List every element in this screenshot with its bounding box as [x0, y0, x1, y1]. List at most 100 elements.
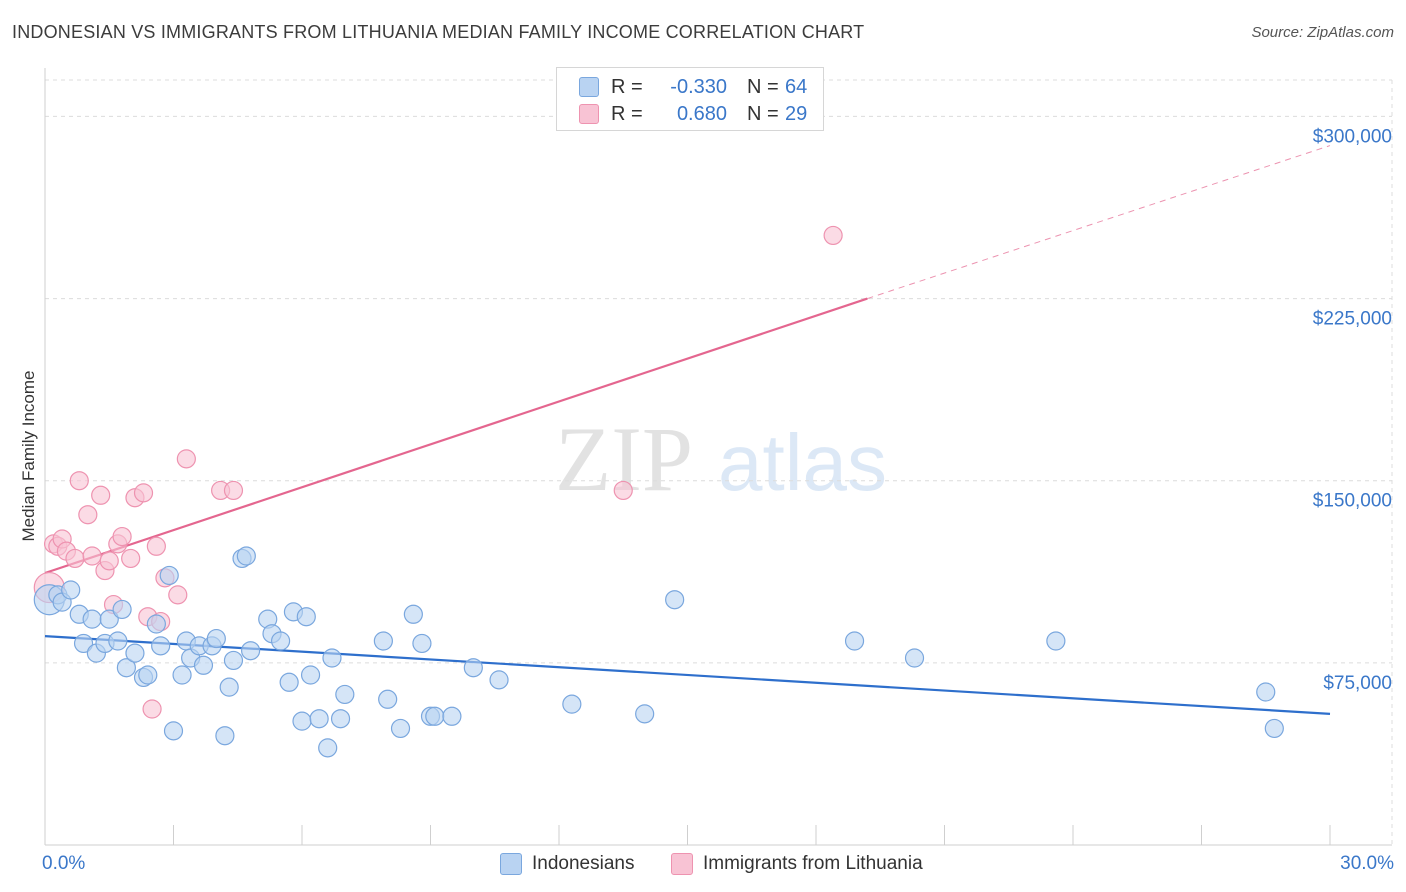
x-tick-label: 0.0% — [42, 853, 85, 874]
point-indonesians — [844, 631, 865, 651]
legend-item-indonesians: Indonesians — [500, 851, 634, 877]
point-indonesians — [172, 665, 192, 685]
point-indonesians — [270, 631, 291, 651]
point-lithuania — [99, 551, 119, 571]
tick-labels: $75,000 $150,000 $225,000 $300,000 0.0% 30.0% — [42, 126, 1394, 874]
point-indonesians — [296, 607, 316, 627]
point-indonesians — [390, 718, 411, 739]
point-lithuania — [146, 536, 166, 556]
point-indonesians — [112, 599, 132, 620]
legend-label: Indonesians — [532, 853, 635, 874]
axes — [44, 68, 1392, 846]
point-lithuania — [112, 526, 132, 547]
legend-n-value: 64 — [785, 75, 808, 98]
point-indonesians — [403, 604, 423, 624]
point-indonesians — [1046, 631, 1066, 651]
point-indonesians — [635, 704, 655, 724]
point-lithuania — [65, 548, 85, 569]
point-lithuania — [91, 485, 111, 505]
y-tick-label: $300,000 — [1313, 126, 1392, 147]
point-indonesians — [378, 689, 398, 709]
point-indonesians — [665, 590, 685, 610]
point-indonesians — [425, 706, 445, 726]
point-indonesians — [73, 633, 94, 654]
point-indonesians — [151, 636, 171, 656]
point-indonesians — [241, 641, 261, 661]
point-indonesians — [904, 648, 925, 668]
watermark-atlas: atlas — [718, 418, 887, 507]
point-indonesians — [146, 614, 166, 634]
source-label: Source: ZipAtlas.com — [1251, 24, 1394, 41]
point-indonesians — [412, 633, 432, 654]
point-lithuania — [223, 480, 244, 501]
legend-swatch-pink — [579, 104, 599, 124]
trend-line-indonesians — [44, 635, 1331, 715]
point-indonesians — [322, 648, 342, 668]
legend-n-value: 29 — [785, 102, 808, 125]
point-indonesians — [223, 650, 244, 671]
point-indonesians — [82, 609, 102, 629]
point-lithuania — [176, 449, 196, 469]
point-indonesians — [159, 565, 179, 586]
point-indonesians — [330, 709, 351, 729]
correlation-legend: R = -0.330 N = 64 R = 0.680 N = 29 — [556, 67, 824, 131]
legend-row-indonesians: R = -0.330 N = 64 — [579, 74, 807, 100]
point-lithuania — [823, 225, 843, 246]
point-lithuania — [133, 483, 154, 503]
point-indonesians — [215, 726, 235, 746]
watermark: ZIP atlas — [555, 408, 887, 510]
point-indonesians — [292, 711, 312, 731]
point-indonesians — [309, 709, 329, 729]
point-indonesians — [335, 684, 355, 705]
point-indonesians — [163, 721, 184, 741]
point-indonesians — [1256, 682, 1276, 702]
legend-r-label: R = — [611, 75, 643, 98]
point-indonesians — [125, 643, 145, 663]
legend-label: Immigrants from Lithuania — [703, 853, 923, 874]
point-indonesians — [138, 665, 158, 685]
point-indonesians — [279, 672, 299, 692]
chart-title: INDONESIAN VS IMMIGRANTS FROM LITHUANIA … — [12, 22, 865, 42]
point-indonesians — [463, 658, 483, 678]
legend-r-value: -0.330 — [670, 75, 727, 98]
y-tick-label: $225,000 — [1313, 309, 1392, 330]
point-indonesians — [373, 631, 393, 651]
point-lithuania — [142, 699, 162, 719]
point-lithuania — [121, 548, 141, 569]
point-lithuania — [78, 505, 98, 525]
point-indonesians — [219, 677, 239, 697]
point-indonesians — [1264, 718, 1284, 739]
point-indonesians — [318, 738, 338, 758]
y-tick-label: $75,000 — [1323, 673, 1392, 694]
series-legend: Indonesians Immigrants from Lithuania — [0, 851, 1406, 877]
point-indonesians — [562, 694, 582, 714]
point-indonesians — [61, 580, 81, 600]
y-axis-label: Median Family Income — [19, 370, 38, 541]
trend-line-lithuania-extension — [867, 145, 1331, 300]
legend-r-value: 0.680 — [676, 102, 727, 125]
trend-line-lithuania — [44, 297, 868, 575]
legend-swatch-blue — [500, 853, 522, 875]
legend-item-lithuania: Immigrants from Lithuania — [671, 851, 923, 877]
point-indonesians — [99, 609, 119, 629]
point-lithuania — [613, 480, 633, 501]
point-indonesians — [206, 628, 226, 649]
legend-swatch-blue — [579, 77, 599, 97]
legend-swatch-pink — [671, 853, 693, 875]
point-lithuania — [82, 546, 102, 566]
point-indonesians — [442, 706, 462, 726]
x-tick-label: 30.0% — [1340, 853, 1394, 874]
point-indonesians — [116, 658, 136, 678]
point-indonesians — [489, 670, 509, 690]
y-tick-label: $150,000 — [1313, 491, 1392, 512]
legend-r-label: R = — [611, 102, 643, 125]
point-indonesians — [236, 546, 256, 566]
point-lithuania — [168, 585, 188, 605]
legend-n-label: N = — [747, 102, 779, 125]
point-indonesians — [193, 655, 214, 675]
data-points — [33, 225, 1284, 758]
legend-n-label: N = — [747, 75, 779, 98]
point-lithuania — [69, 471, 89, 491]
legend-row-lithuania: R = 0.680 N = 29 — [579, 101, 807, 127]
